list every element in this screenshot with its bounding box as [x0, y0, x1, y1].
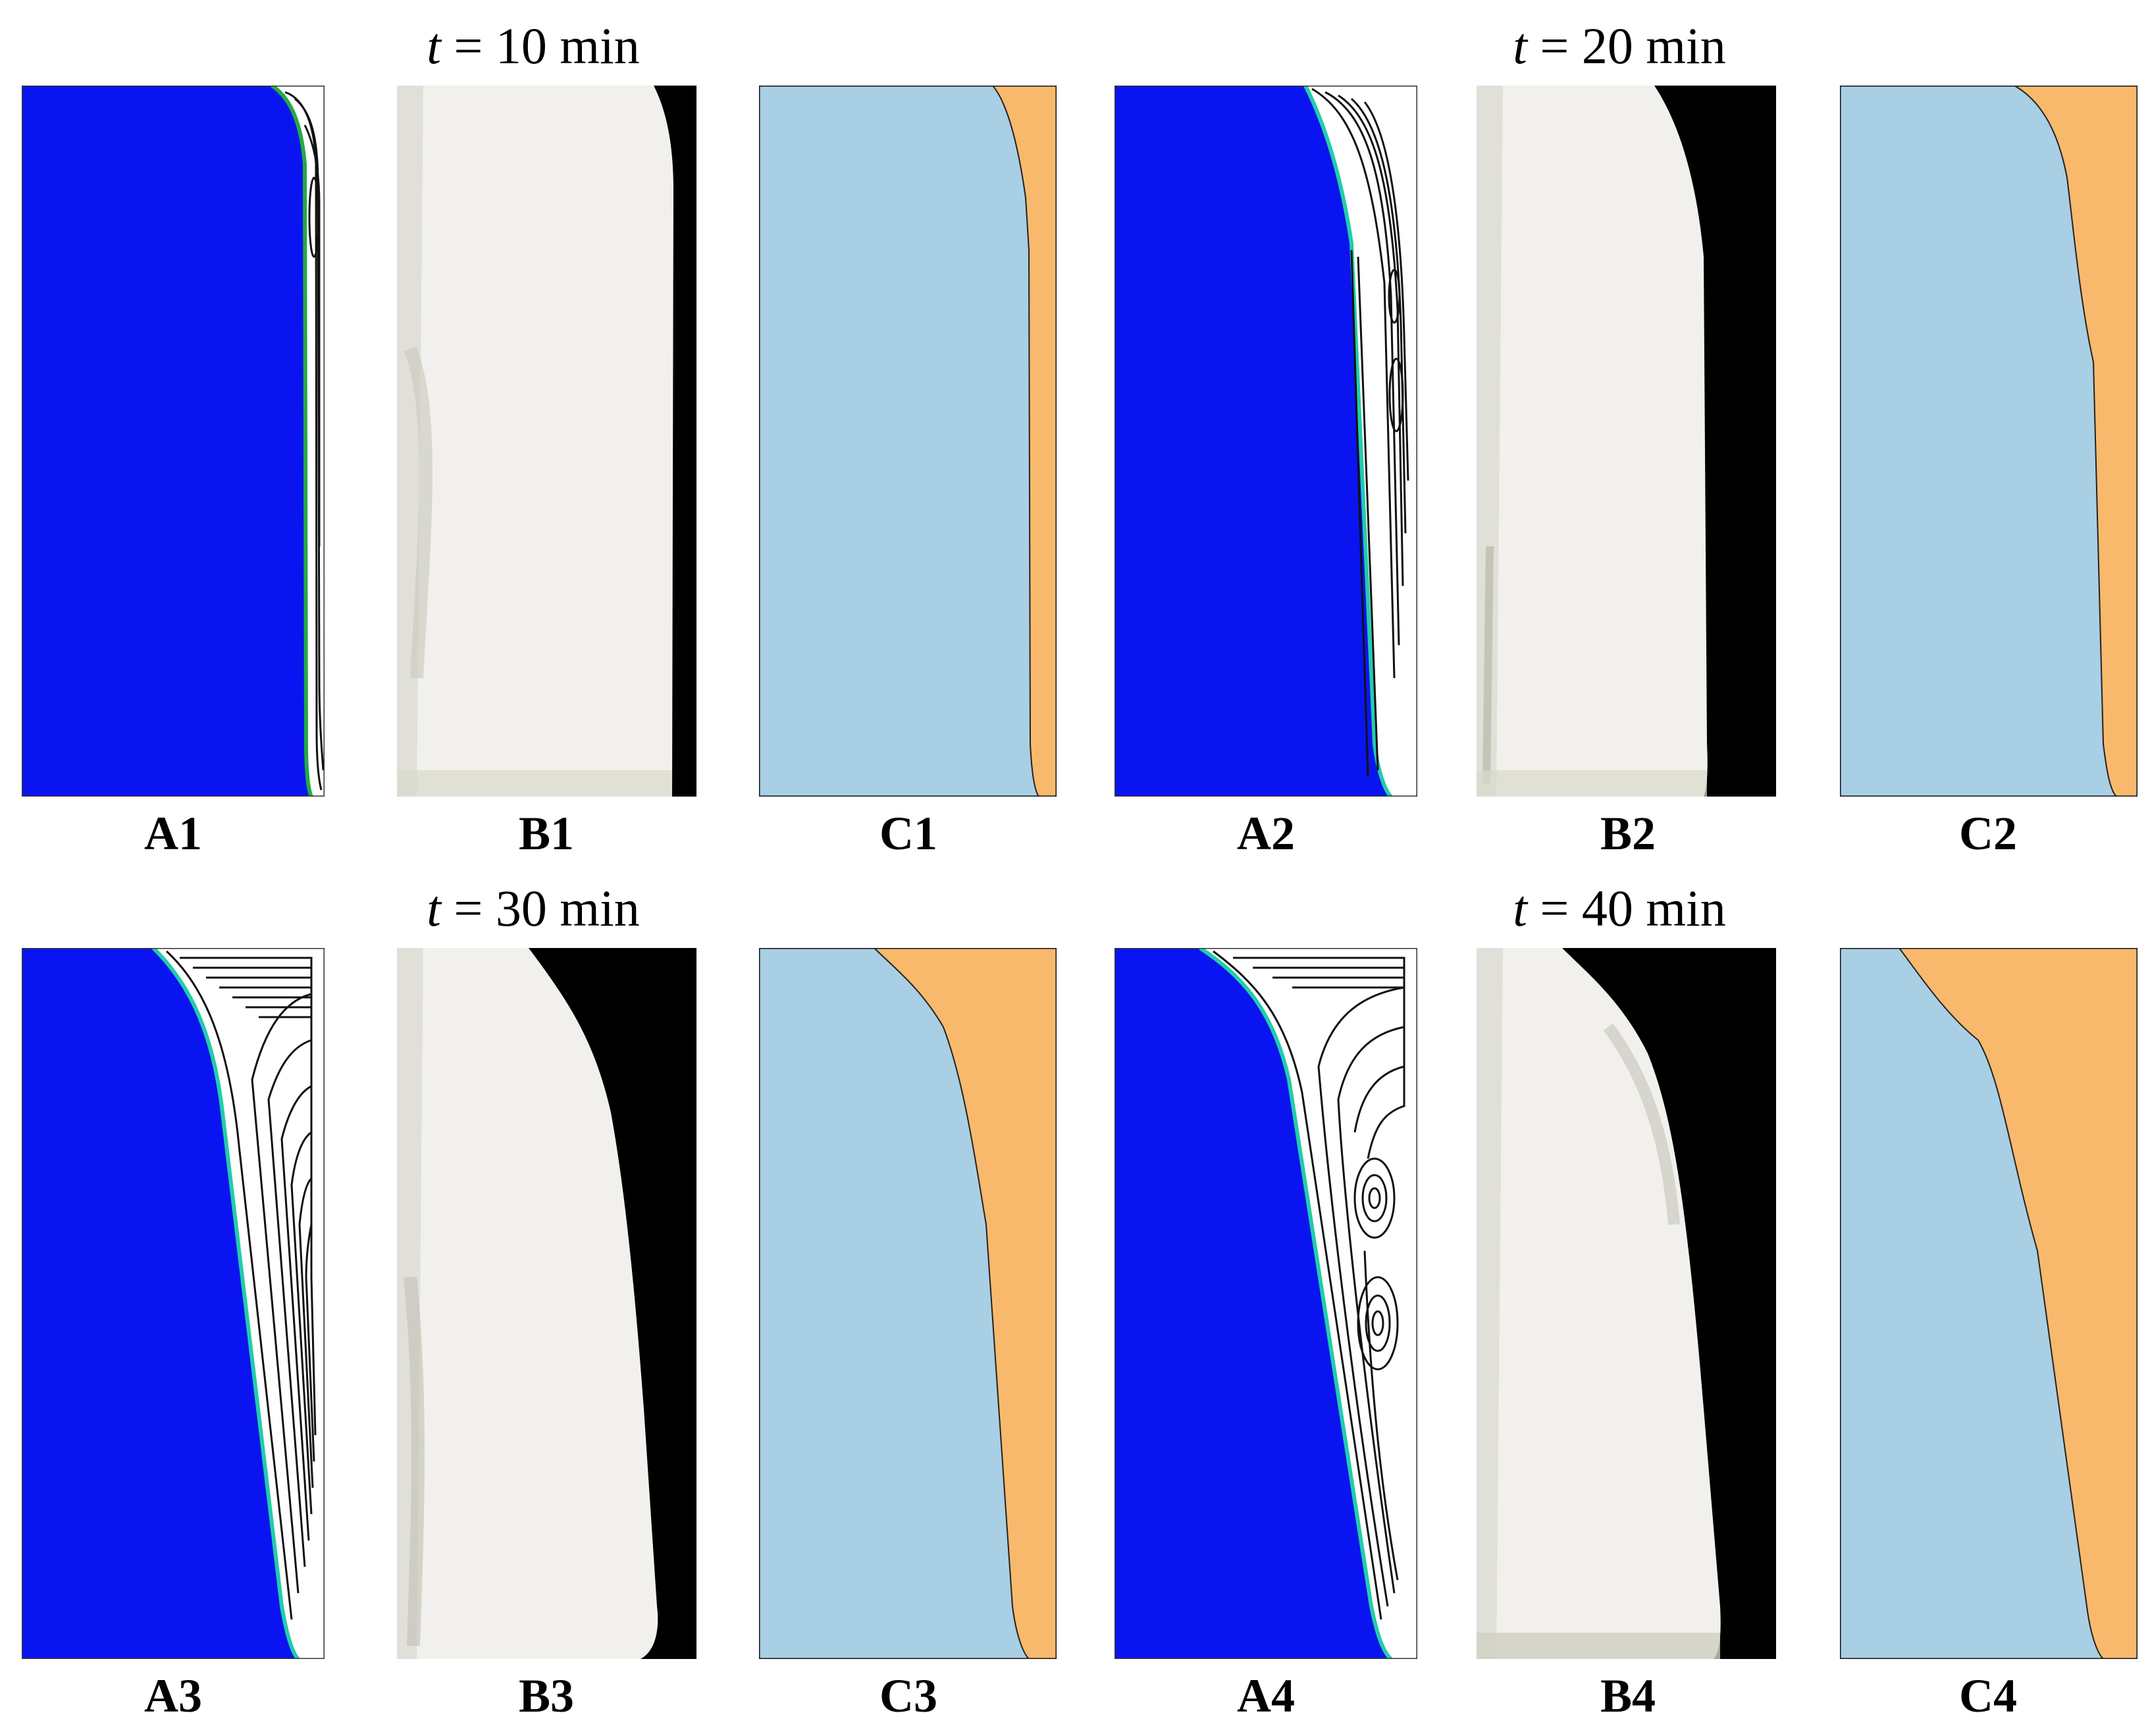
time-label-20min: t = 20 min — [1513, 17, 1726, 74]
simulation-panel-a4 — [1114, 948, 1417, 1659]
prediction-panel-c4 — [1840, 948, 2137, 1659]
time-label-10min: t = 10 min — [427, 17, 640, 74]
panel-label-a3: A3 — [144, 1670, 202, 1722]
photo-panel-b4 — [1477, 948, 1776, 1659]
photo-panel-b1 — [397, 86, 696, 797]
simulation-panel-a3 — [22, 948, 325, 1659]
simulation-panel-a1 — [22, 86, 325, 797]
panel-label-b1: B1 — [518, 807, 575, 860]
prediction-panel-c2 — [1840, 86, 2137, 797]
panel-label-c4: C4 — [1959, 1670, 2017, 1722]
panel-label-b4: B4 — [1600, 1670, 1656, 1722]
prediction-panel-c3 — [759, 948, 1057, 1659]
panel-label-b2: B2 — [1600, 807, 1656, 860]
photo-panel-b2 — [1477, 86, 1776, 797]
photo-panel-b3 — [397, 948, 696, 1659]
panel-label-b3: B3 — [518, 1670, 575, 1722]
panel-label-a1: A1 — [144, 807, 202, 860]
panel-label-c2: C2 — [1959, 807, 2017, 860]
simulation-panel-a2 — [1114, 86, 1417, 797]
panel-label-a4: A4 — [1237, 1670, 1295, 1722]
panel-label-a2: A2 — [1237, 807, 1295, 860]
prediction-panel-c1 — [759, 86, 1057, 797]
time-label-40min: t = 40 min — [1513, 880, 1726, 937]
panel-label-c3: C3 — [879, 1670, 937, 1722]
time-label-30min: t = 30 min — [427, 880, 640, 937]
panel-label-c1: C1 — [879, 807, 937, 860]
